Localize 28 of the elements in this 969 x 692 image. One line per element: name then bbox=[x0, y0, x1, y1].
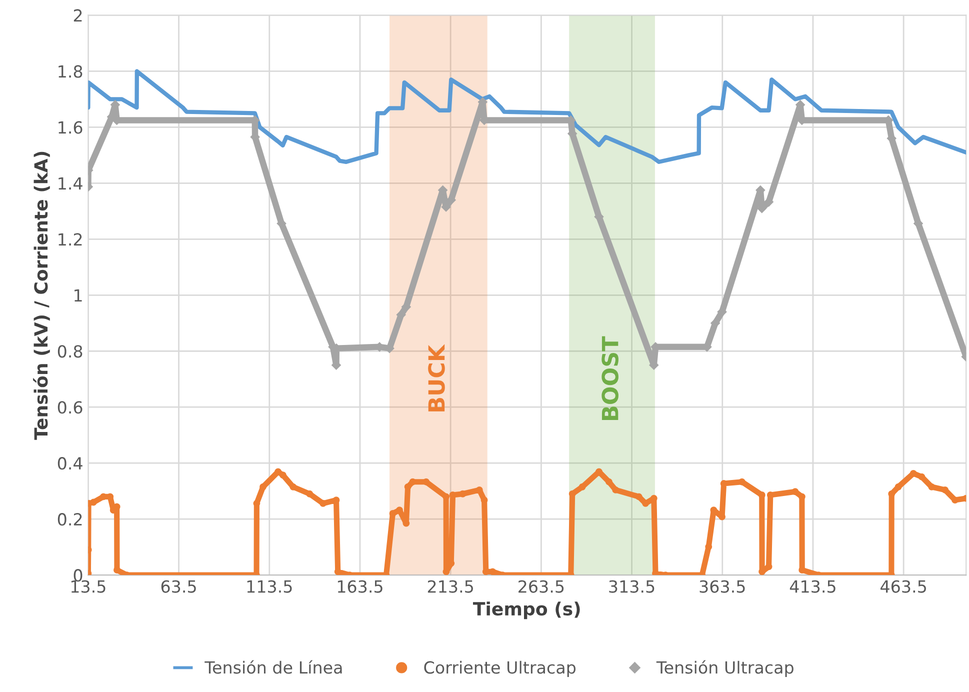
y-tick-label: 0 bbox=[74, 569, 82, 582]
x-tick-label: 413.5 bbox=[790, 580, 836, 593]
legend-label: Tensión Ultracap bbox=[656, 660, 794, 677]
x-axis-title: Tiempo (s) bbox=[473, 602, 580, 620]
y-tick-label: 0.4 bbox=[58, 457, 82, 470]
x-tick-label: 363.5 bbox=[700, 580, 745, 593]
y-tick-label: 0.8 bbox=[58, 345, 82, 358]
y-tick-label: 1.8 bbox=[58, 65, 82, 78]
y-tick-label: 1.2 bbox=[58, 233, 82, 246]
x-tick-label: 63.5 bbox=[161, 580, 196, 593]
band-label: BOOST bbox=[602, 336, 618, 420]
y-axis-title: Tensión (kV) / Corriente (kA) bbox=[33, 152, 50, 440]
legend-label: Tensión de Línea bbox=[204, 660, 342, 674]
y-tick-label: 1.6 bbox=[58, 121, 82, 134]
y-tick-label: 2 bbox=[74, 9, 82, 22]
x-tick-label: 213.5 bbox=[428, 580, 473, 593]
y-tick-label: 1 bbox=[74, 289, 82, 302]
legend-label: Corriente Ultracap bbox=[424, 660, 576, 677]
x-tick-label: 163.5 bbox=[338, 580, 382, 593]
y-tick-label: 0.2 bbox=[58, 513, 82, 526]
x-tick-label: 263.5 bbox=[518, 580, 564, 593]
x-tick-label: 313.5 bbox=[609, 580, 654, 593]
band-label: BUCK bbox=[428, 344, 445, 412]
y-tick-label: 0.6 bbox=[58, 401, 82, 414]
y-tick-label: 1.4 bbox=[58, 177, 82, 190]
x-tick-label: 113.5 bbox=[247, 580, 292, 593]
x-tick-label: 13.5 bbox=[71, 580, 106, 593]
x-tick-label: 463.5 bbox=[880, 580, 926, 593]
